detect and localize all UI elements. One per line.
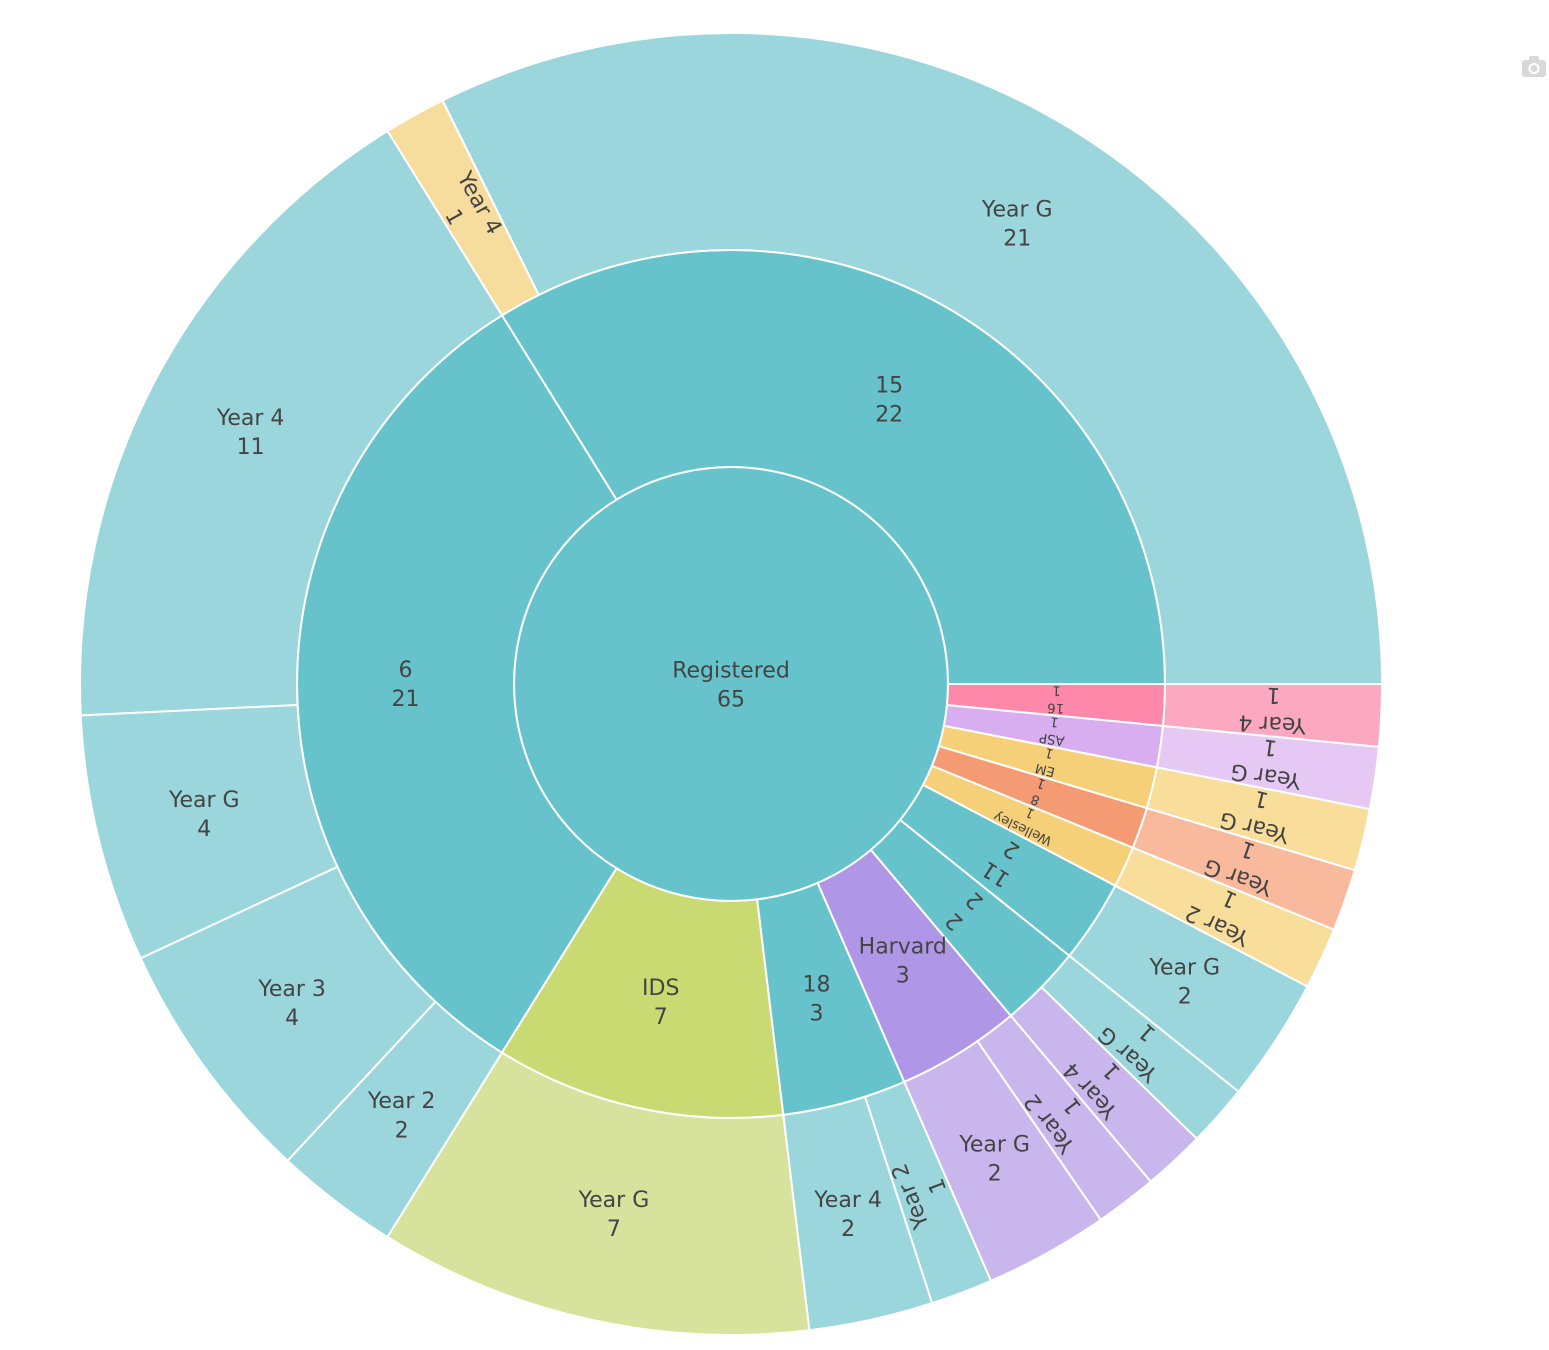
sector-em-9-value: 1 [1044, 744, 1056, 761]
sector-16-11-name: 16 [1047, 699, 1065, 715]
sector-6-1-leaf-year-g-1-name: Year G [168, 788, 240, 813]
sector-16-11-value: 1 [1052, 682, 1061, 697]
sector-15-0-leaf-year-g-0-name: Year G [981, 197, 1053, 222]
sunburst-root-name: Registered [672, 659, 790, 684]
sector-harvard-4-label: Harvard 3 [859, 935, 947, 989]
sector-6-1-name: 6 [399, 658, 413, 683]
sector-6-1-leaf-year-2-3-label: Year 2 2 [367, 1089, 436, 1143]
sector-6-1-value: 21 [392, 687, 420, 712]
sector-em-9-label: EM1 [1034, 744, 1057, 779]
sunburst-root-value: 65 [717, 688, 745, 713]
sector-em-9-leaf-year-g-0-value: 1 [1252, 785, 1272, 813]
sector-15-0-name: 15 [875, 374, 903, 399]
sector-18-3-name: 18 [803, 972, 831, 997]
sector-16-11-leaf-year-4-0-value: 1 [1266, 682, 1281, 708]
sector-6-1-leaf-year-g-1-label: Year G 4 [168, 788, 240, 842]
sector-11-6-leaf-year-g-0-name: Year G [1148, 955, 1220, 980]
sector-6-1-leaf-year-4-0[interactable] [79, 129, 504, 717]
sector-ids-2-leaf-year-g-0-label: Year G 7 [578, 1188, 650, 1242]
sector-asp-10-name: ASP [1038, 729, 1065, 748]
sector-16-11-label: 161 [1047, 682, 1065, 715]
sector-18-3-leaf-year-4-0-name: Year 4 [813, 1188, 882, 1213]
sector-11-6-leaf-year-g-0-value: 2 [1178, 985, 1192, 1010]
sector-em-9-name: EM [1034, 760, 1057, 779]
sector-6-1-leaf-year-4-0-label: Year 4 11 [216, 406, 285, 460]
sector-harvard-4-leaf-year-g-0-label: Year G 2 [958, 1132, 1030, 1186]
sector-15-0-value: 22 [875, 403, 903, 428]
sector-harvard-4-leaf-year-g-0-value: 2 [988, 1161, 1002, 1186]
sector-ids-2-name: IDS [642, 976, 679, 1001]
sunburst-root[interactable] [513, 466, 949, 902]
sector-6-1-leaf-year-3-2-name: Year 3 [257, 977, 326, 1002]
sector-18-3-value: 3 [810, 1001, 824, 1026]
sector-15-0-leaf-year-g-0-label: Year G 21 [981, 197, 1053, 251]
sector-ids-2-value: 7 [654, 1005, 668, 1030]
sector-6-1-leaf-year-3-2-label: Year 3 4 [257, 977, 326, 1031]
sector-ids-2-leaf-year-g-0-value: 7 [607, 1217, 621, 1242]
sector-11-6-leaf-year-g-0-label: Year G 2 [1148, 955, 1220, 1009]
sector-18-3-label: 183 [803, 972, 831, 1026]
sector-15-0-leaf-year-g-0-value: 21 [1003, 226, 1031, 251]
sector-6-1-leaf-year-2-3-name: Year 2 [367, 1089, 436, 1114]
sector-6-1-leaf-year-3-2-value: 4 [285, 1006, 299, 1031]
sector-16-11-leaf-year-4-0-label: Year 41 [1238, 682, 1308, 738]
sector-16-11-leaf-year-4-0[interactable] [1161, 683, 1384, 748]
sector-harvard-4-name: Harvard [859, 935, 947, 960]
sector-18-3-leaf-year-4-0-label: Year 4 2 [813, 1188, 882, 1242]
sector-harvard-4-leaf-year-g-0-name: Year G [958, 1132, 1030, 1157]
sector-15-0-leaf-year-g-0[interactable] [441, 32, 1384, 685]
sector-6-1-leaf-year-2-3-value: 2 [395, 1118, 409, 1143]
camera-icon[interactable] [1520, 54, 1548, 80]
sector-asp-10-value: 1 [1049, 713, 1059, 729]
sunburst-root-label: Registered 65 [672, 659, 790, 713]
sector-18-3-leaf-year-4-0-value: 2 [841, 1217, 855, 1242]
sector-6-1-leaf-year-4-0-name: Year 4 [216, 406, 285, 431]
sector-ids-2-leaf-year-g-0-name: Year G [578, 1188, 650, 1213]
sector-ids-2-label: IDS 7 [642, 976, 679, 1030]
sector-6-1-leaf-year-4-0-value: 11 [237, 435, 265, 460]
sector-6-1-label: 621 [392, 658, 420, 712]
sector-16-11-leaf-year-4-0-name: Year 4 [1238, 709, 1308, 737]
sector-6-1-leaf-year-g-1-value: 4 [197, 817, 211, 842]
sector-harvard-4-value: 3 [896, 964, 910, 989]
sector-asp-10-leaf-year-g-0-value: 1 [1261, 733, 1278, 760]
